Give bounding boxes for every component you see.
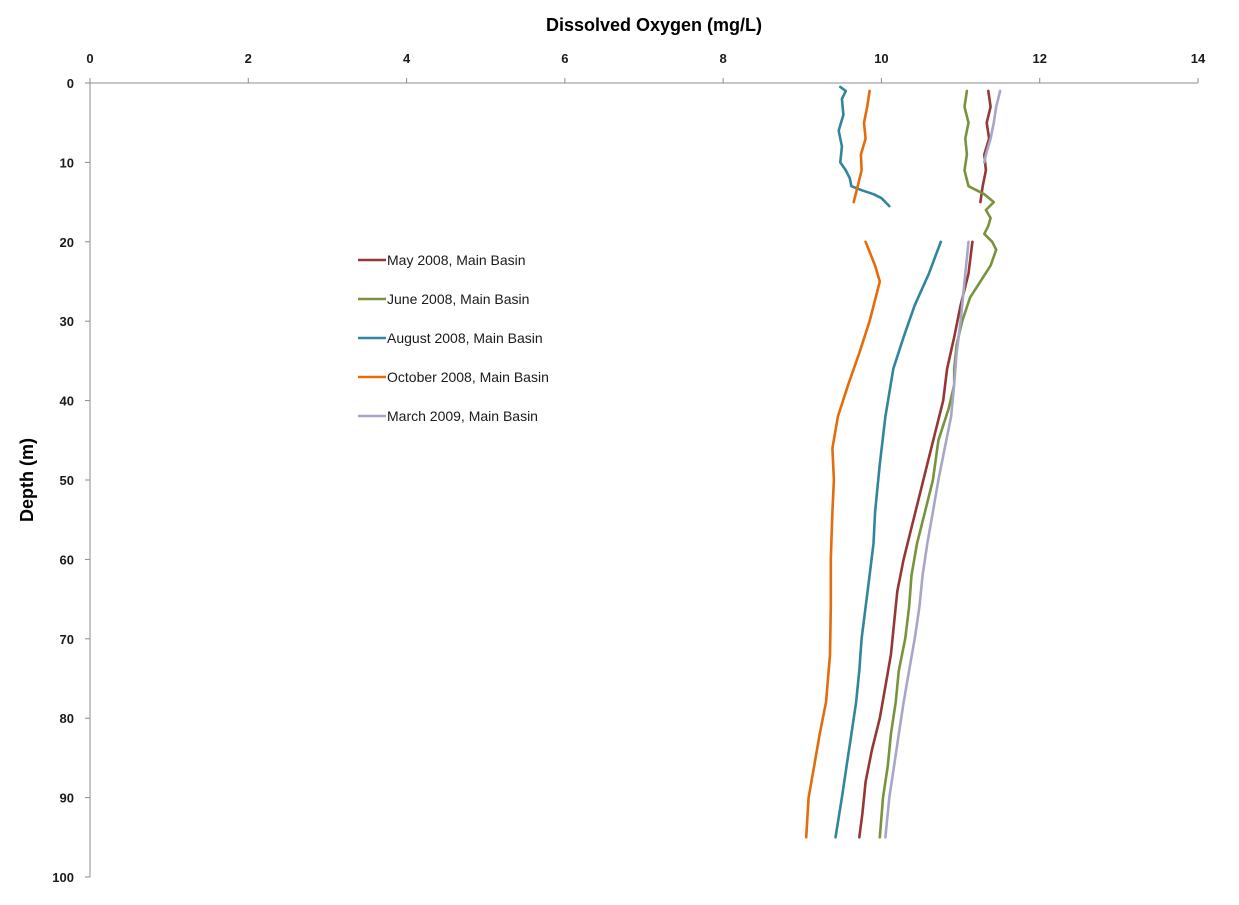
x-axis-title: Dissolved Oxygen (mg/L) xyxy=(546,15,762,35)
series-1-line xyxy=(858,240,974,839)
series-4-line xyxy=(804,240,882,839)
x-tick-label: 12 xyxy=(1032,51,1046,66)
series-4-line xyxy=(852,89,871,204)
x-tick-label: 0 xyxy=(86,51,93,66)
x-tick-label: 6 xyxy=(561,51,568,66)
series-5-line xyxy=(884,240,970,839)
series-3-line xyxy=(834,240,943,839)
y-tick-label: 60 xyxy=(60,552,74,567)
legend-label: October 2008, Main Basin xyxy=(387,369,549,385)
y-axis-title: Depth (m) xyxy=(17,438,37,522)
series-3-line xyxy=(837,85,891,208)
series-layer xyxy=(804,85,1002,839)
y-tick-label: 20 xyxy=(60,235,74,250)
series-5-line xyxy=(983,89,1002,164)
x-tick-label: 10 xyxy=(874,51,888,66)
legend-label: March 2009, Main Basin xyxy=(387,408,538,424)
x-tick-label: 8 xyxy=(720,51,727,66)
axes: 0 2 4 6 8 10 12 14 0 10 20 30 40 50 60 70 80 90 100 xyxy=(52,51,1206,885)
y-tick-label: 50 xyxy=(60,473,74,488)
legend-label: August 2008, Main Basin xyxy=(387,330,543,346)
legend-label: June 2008, Main Basin xyxy=(387,291,529,307)
x-tick-label: 2 xyxy=(245,51,252,66)
y-tick-label: 70 xyxy=(60,632,74,647)
y-tick-label: 90 xyxy=(60,791,74,806)
legend-label: May 2008, Main Basin xyxy=(387,252,526,268)
series-1-line xyxy=(979,89,992,204)
x-tick-label: 4 xyxy=(403,51,411,66)
x-tick-label: 14 xyxy=(1191,51,1206,66)
y-tick-label: 0 xyxy=(67,76,74,91)
y-tick-label: 40 xyxy=(60,394,74,409)
series-2-line xyxy=(878,89,998,839)
y-tick-label: 80 xyxy=(60,711,74,726)
legend: May 2008, Main Basin June 2008, Main Basi… xyxy=(358,252,549,424)
y-tick-label: 10 xyxy=(60,155,74,170)
y-tick-label: 100 xyxy=(52,870,74,885)
y-tick-label: 30 xyxy=(60,314,74,329)
